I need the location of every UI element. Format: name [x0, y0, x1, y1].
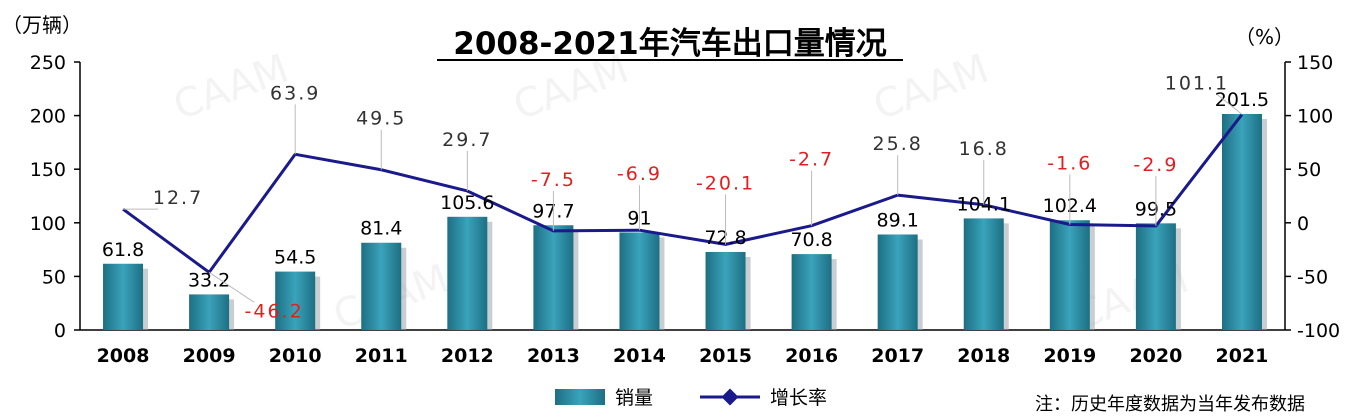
right-tick-label: 100 — [1297, 106, 1333, 128]
bar — [1221, 113, 1262, 330]
growth-value-label: -46.2 — [245, 300, 304, 322]
bar — [963, 218, 1004, 330]
right-tick-label: -50 — [1297, 266, 1328, 288]
x-tick-label: 2013 — [527, 345, 580, 367]
x-tick-label: 2019 — [1043, 345, 1096, 367]
bar-value-label: 33.2 — [188, 269, 230, 291]
label-leader-line — [208, 271, 255, 303]
growth-value-label: -6.9 — [617, 163, 662, 185]
x-tick-label: 2014 — [613, 345, 666, 367]
x-tick-label: 2008 — [97, 345, 150, 367]
bar — [533, 225, 574, 330]
legend-line-marker — [721, 388, 739, 406]
bar-value-label: 61.8 — [102, 239, 144, 261]
bar — [361, 242, 402, 330]
bar-value-label: 89.1 — [877, 209, 919, 231]
x-tick-label: 2010 — [269, 345, 322, 367]
x-tick-label: 2009 — [183, 345, 236, 367]
bar-series — [103, 113, 1267, 330]
left-tick-label: 50 — [42, 266, 66, 288]
bar-value-label: 70.8 — [790, 229, 832, 251]
x-tick-label: 2020 — [1129, 345, 1182, 367]
line-series — [122, 113, 1244, 274]
left-tick-label: 150 — [30, 159, 66, 181]
bar-value-label: 81.4 — [360, 218, 402, 240]
bar-value-label: 54.5 — [274, 247, 316, 269]
bar — [275, 271, 316, 330]
growth-line — [122, 113, 1244, 274]
bar — [1135, 223, 1176, 330]
svg-text:CAAM: CAAM — [868, 46, 995, 130]
x-tick-label: 2016 — [785, 345, 838, 367]
right-tick-label: 150 — [1297, 52, 1333, 74]
watermark: CAAM CAAM CAAM CAAM CAAM — [168, 46, 1195, 340]
bar — [1049, 220, 1090, 330]
growth-value-label: 49.5 — [356, 108, 406, 130]
growth-value-label: 29.7 — [442, 129, 492, 151]
bar — [103, 263, 144, 330]
growth-value-label: -2.7 — [789, 149, 834, 171]
bar — [619, 232, 660, 330]
x-axis-ticks: 2008 2009 2010 2011 2012 2013 2014 2015 2016 2017… — [97, 345, 1269, 367]
growth-value-label: 63.9 — [270, 82, 320, 104]
right-tick-label: 0 — [1297, 213, 1309, 235]
growth-value-label: 12.7 — [153, 187, 203, 209]
x-tick-label: 2017 — [871, 345, 924, 367]
growth-value-label: 25.8 — [873, 133, 923, 155]
bar — [189, 294, 230, 330]
bar-value-label: 201.5 — [1215, 89, 1269, 111]
growth-value-label: -1.6 — [1047, 153, 1092, 175]
growth-value-label: -2.9 — [1133, 154, 1178, 176]
x-tick-label: 2011 — [355, 345, 408, 367]
right-axis-ticks: -100 -50 0 50 100 150 — [1285, 52, 1340, 342]
bar — [877, 234, 918, 330]
footnote: 注：历史年度数据为当年发布数据 — [1035, 394, 1305, 415]
growth-value-label: 16.8 — [959, 138, 1009, 160]
bar-value-label: 105.6 — [440, 192, 494, 214]
right-tick-label: 50 — [1297, 159, 1321, 181]
chart-title: 2008-2021年汽车出口量情况 — [453, 26, 886, 62]
left-axis-unit: （万辆） — [2, 13, 82, 37]
label-leader-line — [1216, 94, 1243, 115]
bar — [447, 216, 488, 330]
right-tick-label: -100 — [1297, 320, 1340, 342]
x-tick-label: 2021 — [1216, 345, 1269, 367]
bar — [791, 254, 832, 330]
line-value-labels: 12.7 -46.2 63.9 49.5 29.7 -7.5 -6.9 -20.1 -2.7 25… — [123, 72, 1243, 322]
x-tick-label: 2015 — [699, 345, 752, 367]
growth-value-label: -20.1 — [696, 172, 755, 194]
left-tick-label: 100 — [30, 213, 66, 235]
left-tick-label: 250 — [30, 52, 66, 74]
x-tick-label: 2018 — [957, 345, 1010, 367]
legend-bar-label: 销量 — [615, 387, 653, 409]
left-axis-ticks: 0 50 100 150 200 250 — [30, 52, 80, 342]
legend: 销量 增长率 — [555, 387, 827, 409]
right-axis-unit: （%） — [1235, 25, 1294, 49]
left-tick-label: 0 — [54, 320, 66, 342]
legend-bar-swatch — [555, 389, 605, 405]
growth-value-label: 101.1 — [1165, 72, 1229, 94]
legend-line-label: 增长率 — [770, 387, 827, 409]
x-tick-label: 2012 — [441, 345, 494, 367]
left-tick-label: 200 — [30, 106, 66, 128]
growth-value-label: -7.5 — [531, 169, 576, 191]
bar — [705, 251, 746, 330]
